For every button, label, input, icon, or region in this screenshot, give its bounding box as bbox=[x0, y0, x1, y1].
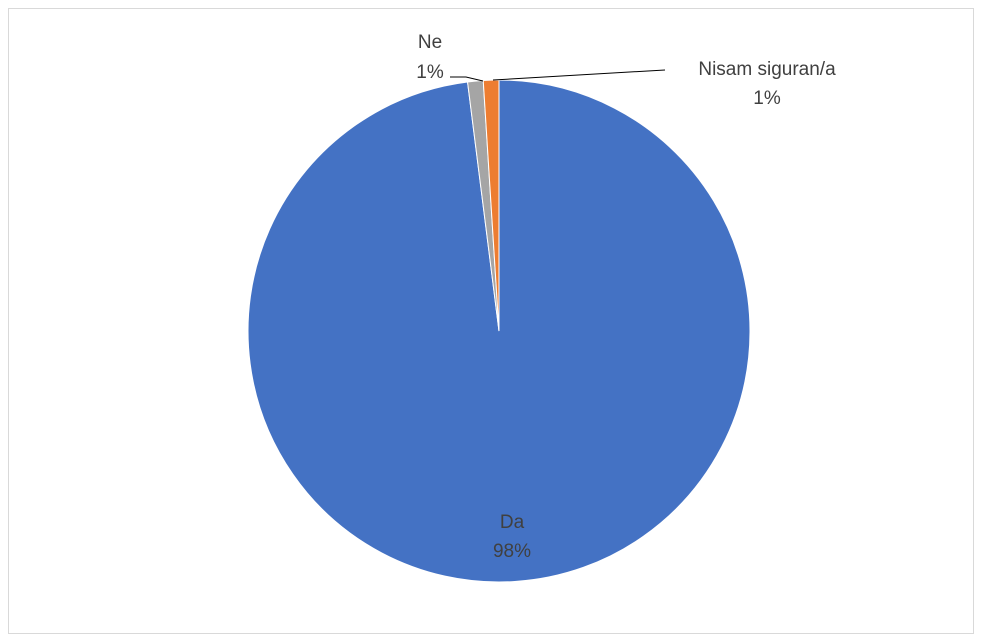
slice-label-value-da: 98% bbox=[493, 541, 531, 562]
slice-label-name-nisam-siguran: Nisam siguran/a bbox=[698, 59, 836, 80]
slice-label-value-ne: 1% bbox=[416, 62, 444, 83]
leader-line-nisam-siguran bbox=[492, 69, 666, 81]
slice-label-name-da: Da bbox=[500, 512, 525, 533]
slice-label-name-ne: Ne bbox=[418, 32, 442, 53]
slice-label-value-nisam-siguran: 1% bbox=[753, 88, 781, 109]
leader-line-ne bbox=[450, 76, 484, 82]
